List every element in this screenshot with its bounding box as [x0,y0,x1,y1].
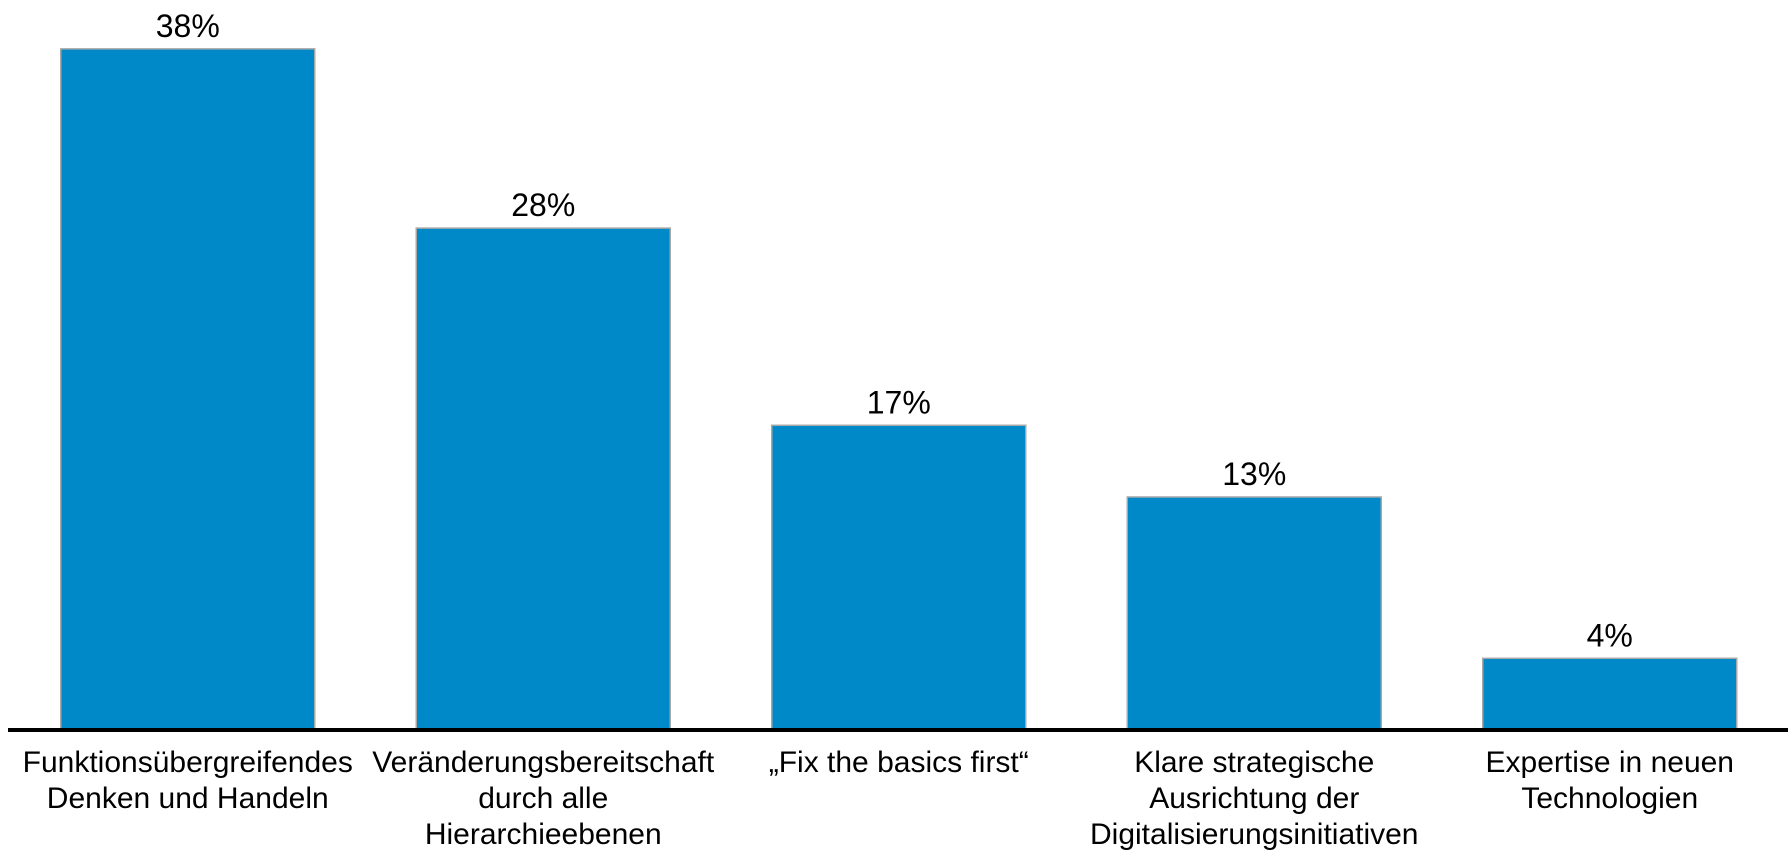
bar [1126,496,1382,731]
x-tick-label: Klare strategische [1134,746,1374,779]
bar [415,227,671,731]
value-label: 28% [511,187,575,223]
value-label: 38% [156,8,220,44]
x-tick-label: Technologien [1521,782,1698,815]
bar [60,48,316,731]
x-tick-label: Veränderungsbereitschaft [372,746,715,779]
x-tick-label: Digitalisierungsinitiativen [1090,818,1419,850]
x-tick-label: Funktionsübergreifendes [23,746,353,779]
value-label: 4% [1587,617,1633,653]
bar [1482,657,1738,731]
bar [771,424,1027,731]
value-label: 13% [1222,456,1286,492]
x-tick-label: Expertise in neuen [1486,746,1735,779]
x-tick-label: Denken und Handeln [47,782,329,815]
x-tick-label: „Fix the basics first“ [769,746,1029,779]
x-tick-label: durch alle [478,782,608,815]
value-label: 17% [867,384,931,420]
x-tick-label: Hierarchieebenen [425,818,662,850]
x-tick-label: Ausrichtung der [1149,782,1359,815]
